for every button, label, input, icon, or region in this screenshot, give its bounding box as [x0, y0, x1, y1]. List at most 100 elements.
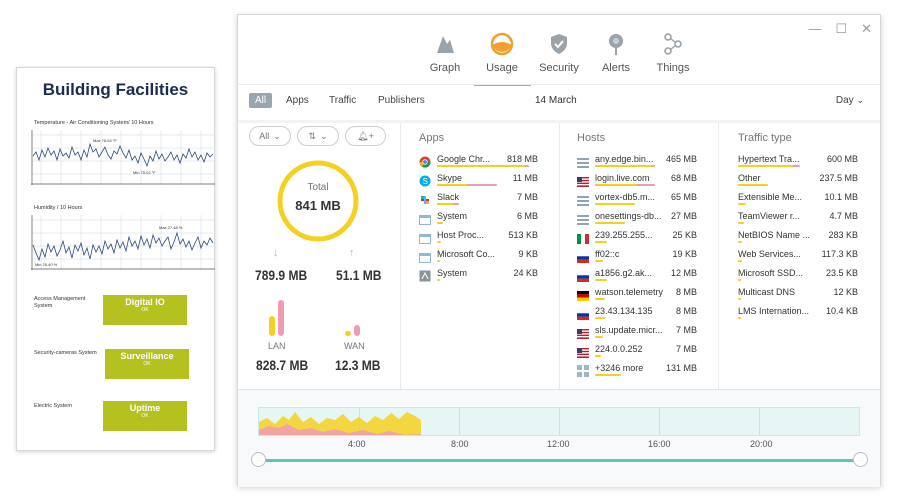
tab-alerts[interactable]: Alerts [588, 31, 645, 83]
wan-download-bar [345, 331, 351, 336]
timeline-chart[interactable] [258, 407, 860, 436]
row-value: 131 MB [665, 363, 697, 373]
usage-bar [595, 222, 625, 224]
row-value: 7 MB [675, 325, 697, 335]
usage-bar [437, 203, 453, 205]
de-flag-icon [577, 288, 589, 301]
badge-title: Surveillance [120, 351, 174, 361]
tab-usage[interactable]: Usage [473, 31, 531, 86]
timeline-gridline [659, 408, 660, 435]
filter-traffic[interactable]: Traffic [329, 95, 357, 106]
system-label-electric: Electric System [34, 403, 72, 409]
traffic-row[interactable]: Multicast DNS 12 KB [738, 286, 858, 305]
traffic-row[interactable]: Web Services... 117.3 KB [738, 248, 858, 267]
us-flag-icon [577, 174, 589, 187]
traffic-row[interactable]: NetBIOS Name ... 283 KB [738, 229, 858, 248]
apps-row[interactable]: Microsoft Co... 9 KB [419, 248, 538, 267]
all-filter-dropdown[interactable]: All ⌄ [249, 126, 291, 146]
apps-row[interactable]: Slack 7 MB [419, 191, 538, 210]
traffic-row[interactable]: Other 237.5 MB [738, 172, 858, 191]
hosts-row[interactable]: 239.255.255... 25 KB [577, 229, 697, 248]
apps-row[interactable]: Google Chr... 818 MB [419, 153, 538, 172]
traffic-row[interactable]: LMS Internation... 10.4 KB [738, 305, 858, 324]
hum-min-text: Min 25.40 % [35, 262, 58, 267]
filter-apps[interactable]: Apps [286, 95, 309, 106]
row-value: 7 MB [675, 344, 697, 354]
timeline-tick: 8:00 [451, 439, 469, 449]
apps-row[interactable]: S Skype 11 MB [419, 172, 538, 191]
usage-bar [595, 374, 621, 376]
usage-bar-pink [437, 184, 497, 186]
row-name: Hypertext Tra... [738, 154, 800, 164]
usage-bar [738, 241, 742, 243]
badge-surveillance[interactable]: Surveillance OK [105, 349, 189, 379]
column-divider [559, 123, 560, 389]
timeline-range-track[interactable] [258, 459, 860, 462]
timeline-gridline [559, 408, 560, 435]
hosts-row[interactable]: any.edge.bin... 465 MB [577, 153, 697, 172]
minimize-icon[interactable]: — [808, 21, 822, 36]
tab-graph[interactable]: Graph [417, 31, 474, 83]
traffic-row[interactable]: Extensible Me... 10.1 MB [738, 191, 858, 210]
tab-security[interactable]: Security [531, 31, 588, 83]
maximize-icon[interactable]: ☐ [835, 21, 848, 36]
hosts-row[interactable]: ff02::c 19 KB [576, 248, 697, 267]
tab-things[interactable]: Things [645, 31, 702, 83]
hosts-row[interactable]: sls.update.micr... 7 MB [577, 324, 697, 343]
hosts-row[interactable]: 23.43.134.135 8 MB [576, 305, 697, 324]
hosts-row[interactable]: +3246 more 131 MB [577, 362, 697, 381]
row-name: 23.43.134.135 [595, 306, 653, 316]
row-name: Multicast DNS [738, 287, 796, 297]
badge-digital-io[interactable]: Digital IO OK [103, 295, 187, 325]
us-flag-icon [577, 345, 589, 358]
hosts-row[interactable]: login.live.com 68 MB [577, 172, 697, 191]
wan-value: 12.3 MB [335, 357, 381, 373]
close-icon[interactable]: ✕ [861, 21, 872, 36]
apps-row[interactable]: System 24 KB [419, 267, 538, 286]
it-flag-icon [577, 231, 589, 244]
timeline-tick: 4:00 [348, 439, 366, 449]
traffic-row[interactable]: Microsoft SSD... 23.5 KB [738, 267, 858, 286]
row-value: 237.5 MB [819, 173, 858, 183]
wan-label: WAN [344, 341, 365, 351]
traffic-row[interactable]: TeamViewer r... 4.7 MB [738, 210, 858, 229]
row-name: 224.0.0.252 [595, 344, 643, 354]
server-flag-icon [577, 193, 589, 206]
range-start-handle[interactable] [251, 452, 266, 467]
timeline-gridline [759, 408, 760, 435]
usage-bar [738, 317, 741, 319]
upload-value: 51.1 MB [336, 267, 382, 283]
timeline-tick: 12:00 [547, 439, 570, 449]
hosts-row[interactable]: 224.0.0.252 7 MB [577, 343, 697, 362]
apps-row[interactable]: Host Proc... 513 KB [419, 229, 538, 248]
hosts-row[interactable]: vortex-db5.m... 65 MB [577, 191, 697, 210]
lan-label: LAN [268, 341, 286, 351]
timeline-panel [238, 390, 880, 487]
badge-uptime[interactable]: Uptime OK [103, 401, 187, 431]
hosts-row[interactable]: a1856.g2.ak... 12 MB [576, 267, 697, 286]
us-flag-icon [577, 326, 589, 339]
timeline-tick: 20:00 [750, 439, 773, 449]
row-value: 117.3 KB [821, 249, 858, 259]
row-name: System [437, 211, 468, 221]
download-arrow-icon: ↓ [273, 247, 279, 259]
chevron-down-icon: ⌄ [273, 130, 281, 141]
add-alert-button[interactable]: 🔔︎+ [345, 126, 386, 146]
row-name: Web Services... [738, 249, 801, 259]
usage-bar [738, 184, 768, 186]
period-dropdown[interactable]: Day ⌄ [836, 95, 864, 106]
badge-status: OK [141, 307, 149, 313]
range-end-handle[interactable] [853, 452, 868, 467]
row-name: onesettings-db... [595, 211, 662, 221]
row-name: LMS Internation... [738, 306, 810, 316]
badge-title: Digital IO [125, 297, 165, 307]
apps-row[interactable]: System 6 MB [419, 210, 538, 229]
filter-all[interactable]: All [249, 93, 273, 108]
hosts-row[interactable]: watson.telemetry 8 MB [577, 286, 697, 305]
date-label[interactable]: 14 March [535, 95, 577, 106]
lan-download-bar [269, 316, 275, 336]
hosts-row[interactable]: onesettings-db... 27 MB [577, 210, 697, 229]
sort-button[interactable]: ⇅ ⌄ [297, 126, 339, 146]
filter-publishers[interactable]: Publishers [378, 95, 425, 106]
traffic-row[interactable]: Hypertext Tra... 600 MB [738, 153, 858, 172]
